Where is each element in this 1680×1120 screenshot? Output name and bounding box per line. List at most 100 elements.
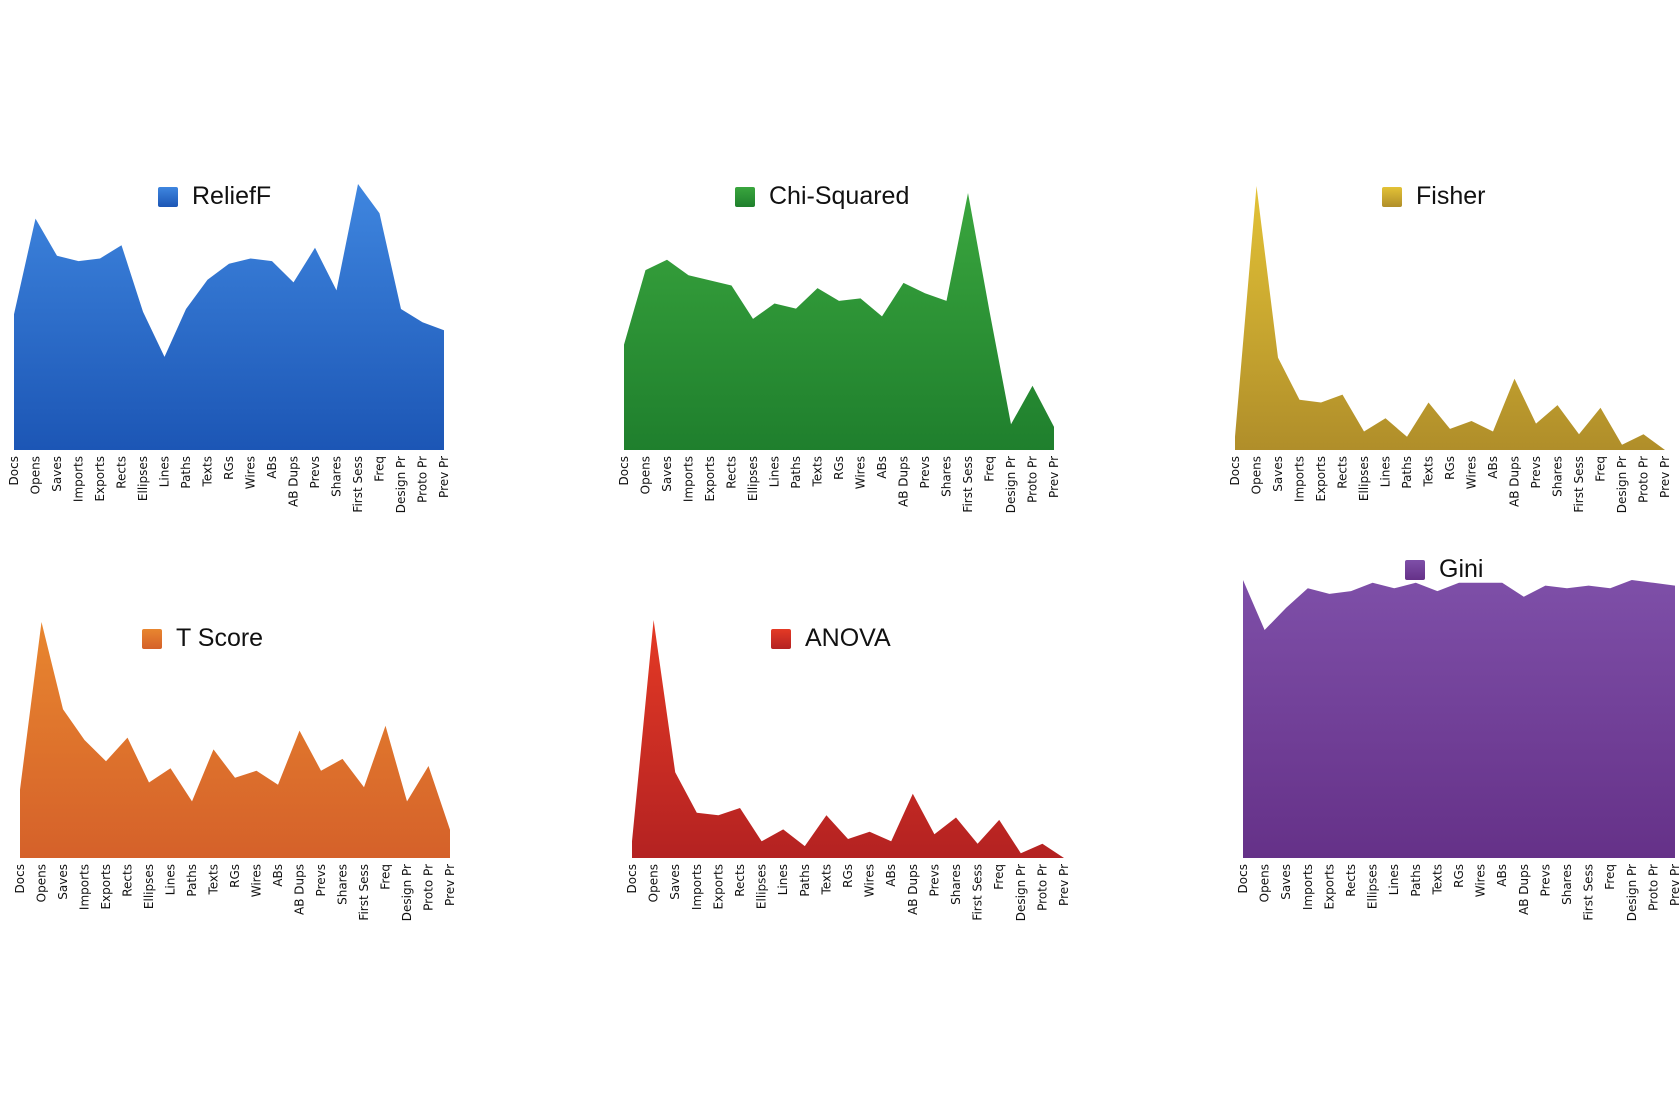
x-tick-label: AB Dups	[906, 864, 920, 915]
x-tick-label: Texts	[1422, 456, 1436, 488]
x-tick-label: ABs	[265, 456, 279, 479]
x-tick-label: Prevs	[918, 456, 932, 488]
x-tick-label: Imports	[1293, 456, 1307, 502]
legend: Gini	[1405, 555, 1483, 584]
x-tick-label: Opens	[1258, 864, 1272, 902]
x-tick-label: Freq	[992, 864, 1006, 890]
x-tick-label: First Sess	[961, 456, 975, 513]
x-tick-label: Prev Pr	[1047, 456, 1061, 498]
x-tick-label: Imports	[72, 456, 86, 502]
x-tick-label: Proto Pr	[1035, 864, 1049, 911]
x-tick-label: Wires	[250, 864, 264, 897]
x-tick-label: Opens	[35, 864, 49, 902]
x-tick-label: Wires	[1465, 456, 1479, 489]
x-tick-label: RGs	[1452, 864, 1466, 888]
x-tick-label: Lines	[1387, 864, 1401, 895]
x-tick-label: Prev Pr	[1668, 864, 1680, 906]
x-tick-label: Rects	[115, 456, 129, 489]
x-tick-label: Texts	[811, 456, 825, 488]
x-tick-label: Exports	[1322, 864, 1336, 910]
legend-label: Chi-Squared	[769, 182, 910, 210]
x-tick-label: Saves	[1279, 864, 1293, 900]
x-tick-label: Lines	[158, 456, 172, 487]
x-tick-label: Prev Pr	[437, 456, 451, 498]
x-tick-label: Texts	[207, 864, 221, 896]
legend-label: ReliefF	[192, 182, 272, 210]
x-tick-label: Exports	[703, 456, 717, 502]
x-tick-label: Ellipses	[1357, 456, 1371, 501]
x-tick-label: Paths	[1400, 456, 1414, 489]
x-tick-label: AB Dups	[287, 456, 301, 507]
x-tick-label: Proto Pr	[416, 456, 430, 503]
area-series	[1243, 580, 1675, 858]
x-tick-label: Shares	[940, 456, 954, 497]
legend-swatch	[1405, 559, 1425, 580]
x-tick-label: Prevs	[927, 864, 941, 896]
x-tick-label: AB Dups	[1517, 864, 1531, 915]
x-tick-label: Design Pr	[1615, 456, 1629, 513]
x-tick-label: Texts	[201, 456, 215, 488]
x-tick-label: Exports	[1314, 456, 1328, 502]
legend-label: Gini	[1439, 555, 1484, 583]
x-tick-label: Prevs	[1538, 864, 1552, 896]
chart-relieff: Docs Opens Saves Imports Exports Rects Ellipse…	[7, 184, 451, 513]
legend: Chi-Squared	[735, 182, 909, 211]
area-series	[20, 622, 450, 858]
x-tick-label: Docs	[617, 456, 631, 485]
x-tick-label: Docs	[1236, 864, 1250, 893]
x-tick-label: Imports	[682, 456, 696, 502]
legend-swatch	[1382, 186, 1402, 207]
x-tick-label: Design Pr	[394, 456, 408, 513]
x-tick-label: ABs	[1486, 456, 1500, 479]
x-tick-label: Ellipses	[136, 456, 150, 501]
x-tick-label: AB Dups	[1508, 456, 1522, 507]
x-tick-label: Design Pr	[400, 864, 414, 921]
x-tick-label: Prev Pr	[1658, 456, 1672, 498]
chart-gini: Docs Opens Saves Imports Exports Rects Ellipse…	[1236, 580, 1680, 921]
x-tick-label: Saves	[668, 864, 682, 900]
x-tick-label: RGs	[832, 456, 846, 480]
x-tick-label: Wires	[244, 456, 258, 489]
x-tick-label: Rects	[121, 864, 135, 897]
x-tick-label: RGs	[1443, 456, 1457, 480]
legend: ANOVA	[771, 624, 891, 653]
x-tick-label: Wires	[863, 864, 877, 897]
x-tick-label: Saves	[1271, 456, 1285, 492]
legend-swatch	[158, 186, 178, 207]
x-tick-label: Proto Pr	[422, 864, 436, 911]
x-tick-label: First Sess	[1582, 864, 1596, 921]
x-tick-label: First Sess	[351, 456, 365, 513]
x-tick-label: Imports	[690, 864, 704, 910]
x-tick-label: Rects	[1344, 864, 1358, 897]
x-tick-label: Opens	[647, 864, 661, 902]
x-tick-label: Imports	[78, 864, 92, 910]
x-tick-label: Shares	[336, 864, 350, 905]
x-tick-label: Design Pr	[1004, 456, 1018, 513]
x-tick-label: Lines	[1379, 456, 1393, 487]
x-tick-label: Opens	[1250, 456, 1264, 494]
x-tick-label: RGs	[841, 864, 855, 888]
x-tick-label: Paths	[185, 864, 199, 897]
x-tick-label: Paths	[1409, 864, 1423, 897]
x-tick-label: Wires	[854, 456, 868, 489]
x-tick-label: RGs	[222, 456, 236, 480]
x-tick-label: Freq	[379, 864, 393, 890]
x-tick-label: Prevs	[314, 864, 328, 896]
legend-label: Fisher	[1416, 182, 1486, 210]
area-series	[1235, 186, 1665, 450]
x-tick-label: Shares	[1560, 864, 1574, 905]
x-tick-label: First Sess	[971, 864, 985, 921]
x-tick-label: Design Pr	[1625, 864, 1639, 921]
legend-label: ANOVA	[805, 624, 891, 652]
x-tick-label: Rects	[1336, 456, 1350, 489]
x-tick-label: Exports	[93, 456, 107, 502]
x-tick-label: Design Pr	[1014, 864, 1028, 921]
x-tick-label: Lines	[768, 456, 782, 487]
x-tick-label: Shares	[330, 456, 344, 497]
chart-t-score: Docs Opens Saves Imports Exports Rects Ellipse…	[13, 622, 457, 921]
area-series	[624, 193, 1054, 450]
x-tick-label: ABs	[271, 864, 285, 887]
x-tick-label: AB Dups	[293, 864, 307, 915]
x-tick-label: Shares	[1551, 456, 1565, 497]
